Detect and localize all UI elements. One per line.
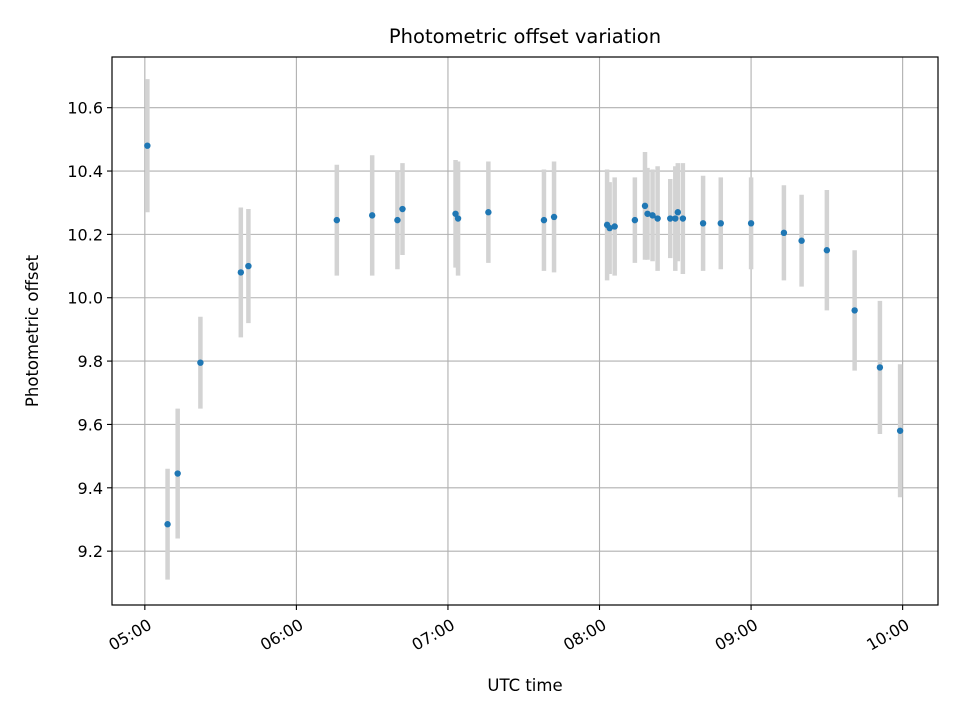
data-point	[649, 212, 656, 219]
data-point	[485, 209, 492, 216]
y-tick-label: 9.6	[78, 415, 103, 434]
y-axis-label: Photometric offset	[23, 254, 42, 407]
data-point	[164, 521, 171, 528]
data-point	[641, 202, 649, 210]
data-point	[672, 215, 679, 222]
y-tick-label: 10.0	[67, 289, 103, 308]
y-tick-label: 10.2	[67, 225, 103, 244]
x-tick-label: 05:00	[105, 615, 154, 655]
data-point	[851, 307, 858, 314]
data-point	[606, 224, 613, 232]
x-tick-label: 07:00	[409, 615, 458, 655]
chart-title: Photometric offset variation	[389, 25, 661, 48]
x-tick-label: 06:00	[257, 615, 306, 655]
data-point	[823, 247, 831, 254]
data-points	[144, 142, 904, 528]
data-point	[197, 359, 204, 366]
y-tick-label: 10.6	[67, 99, 103, 118]
plot-frame	[111, 56, 939, 606]
data-point	[667, 215, 674, 222]
grid-lines	[112, 57, 938, 605]
x-tick-label: 08:00	[560, 615, 609, 655]
data-point	[174, 470, 181, 477]
data-point	[699, 220, 707, 227]
data-point	[245, 262, 252, 270]
data-point	[452, 210, 459, 217]
data-point	[550, 213, 558, 221]
data-point	[717, 220, 724, 227]
data-point	[654, 215, 661, 222]
data-point	[896, 427, 904, 434]
y-tick-label: 9.8	[78, 352, 103, 371]
error-bars	[145, 79, 903, 580]
data-point	[644, 210, 651, 217]
data-point	[540, 216, 548, 224]
y-tick-label: 9.2	[78, 542, 103, 561]
x-tick-label: 10:00	[863, 615, 912, 655]
data-point	[611, 223, 618, 230]
data-point	[798, 237, 805, 244]
data-point	[679, 215, 687, 222]
y-tick-label: 9.4	[78, 479, 103, 498]
data-point	[876, 364, 884, 371]
data-point	[144, 142, 151, 149]
y-tick-label: 10.4	[67, 162, 103, 181]
data-point	[674, 209, 682, 216]
data-point	[333, 216, 341, 224]
x-tick-label: 09:00	[712, 615, 761, 655]
x-axis-label: UTC time	[487, 676, 562, 695]
data-point	[368, 212, 376, 219]
data-point	[454, 215, 462, 222]
data-point	[780, 229, 788, 237]
data-point	[631, 216, 639, 224]
data-point	[237, 269, 245, 276]
data-point	[399, 205, 406, 213]
data-point	[394, 216, 401, 224]
data-point	[747, 220, 755, 227]
